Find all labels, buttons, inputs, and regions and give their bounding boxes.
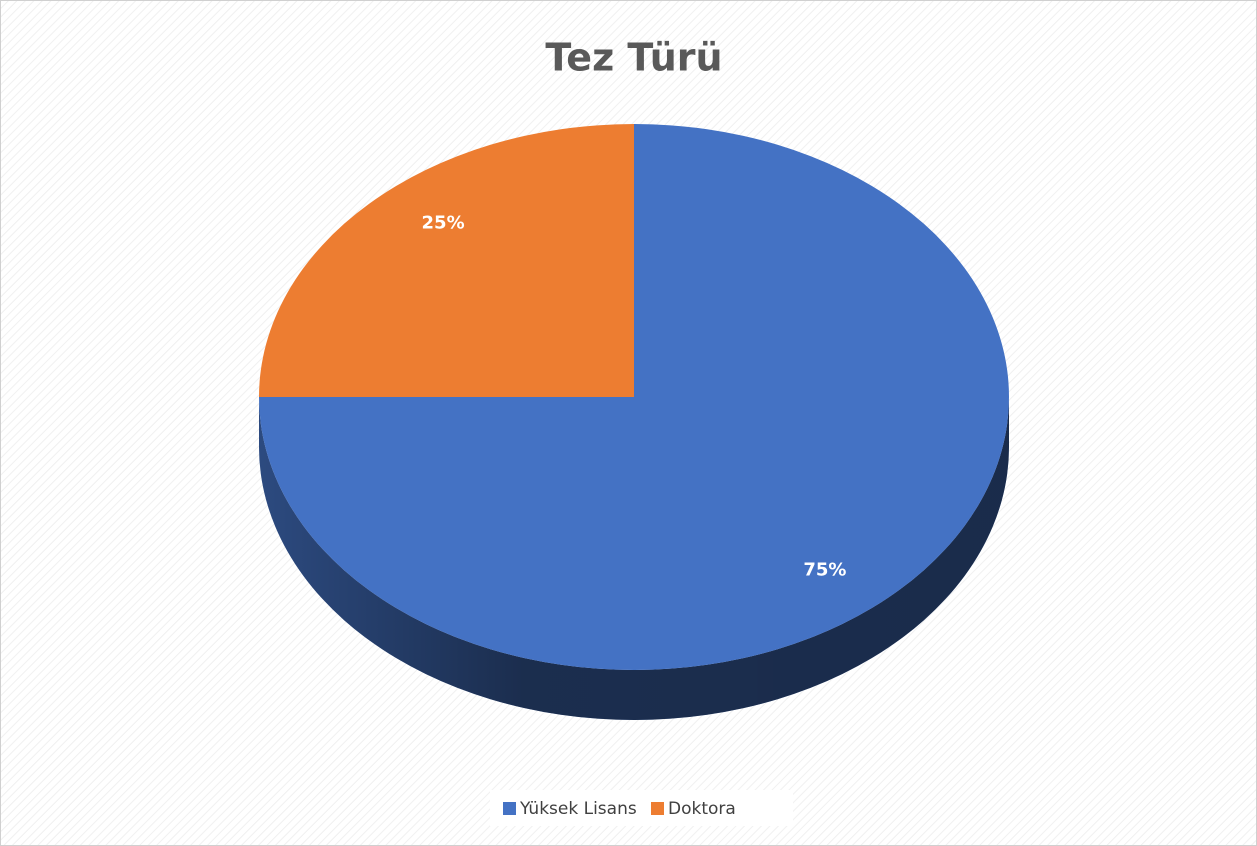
data-label: 25% [422,212,465,233]
pie-side-shade [259,397,1009,720]
legend: Yüksek Lisans Doktora [503,799,736,819]
legend-swatch [503,802,516,815]
legend-swatch [651,802,664,815]
data-label: 75% [803,560,846,581]
legend-label: Doktora [668,799,736,819]
legend-label: Yüksek Lisans [519,799,637,819]
chart-title: Tez Türü [545,36,722,80]
legend-background [490,790,793,826]
pie-slice [259,124,634,397]
